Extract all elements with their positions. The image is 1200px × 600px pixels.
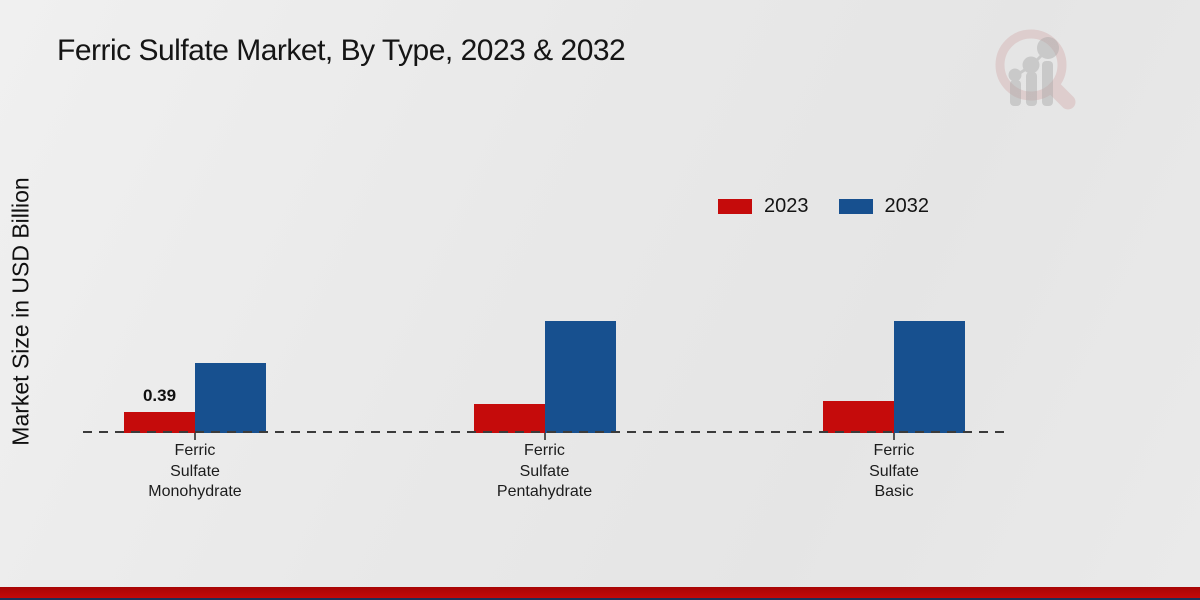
- bar-2032-3: [894, 321, 965, 433]
- legend-label-2032: 2032: [884, 195, 930, 217]
- x-axis-tick: [543, 433, 546, 440]
- magnifier-bar-chart-icon: [995, 29, 1076, 110]
- x-axis-tick: [893, 433, 895, 440]
- category-label: Ferric Sulfate Pentahydrate: [496, 442, 593, 500]
- bar-value-label: 0.39: [142, 386, 177, 405]
- legend-label-2023: 2023: [764, 195, 809, 217]
- bar-2023-2: [473, 404, 545, 433]
- brand-watermark-logo: [995, 25, 1090, 130]
- bar-2023-3: [823, 401, 894, 433]
- legend-item-2023: 2023: [718, 195, 809, 218]
- footer-navy-edge: [0, 598, 1200, 600]
- legend: 2023 2032: [718, 195, 929, 218]
- bar-2032-2: [544, 321, 616, 433]
- x-axis-baseline: [83, 431, 1005, 434]
- bar-2023-1: [124, 412, 195, 433]
- x-axis-tick: [194, 433, 196, 440]
- legend-item-2032: 2032: [838, 195, 930, 218]
- category-label: Ferric Sulfate Basic: [869, 442, 919, 500]
- chart-title: Ferric Sulfate Market, By Type, 2023 & 2…: [57, 34, 626, 67]
- category-label: Ferric Sulfate Monohydrate: [148, 442, 242, 500]
- y-axis-label: Market Size in USD Billion: [7, 177, 34, 446]
- legend-swatch-2023: [718, 199, 752, 214]
- footer-red-stripe: [0, 587, 1200, 598]
- bar-2032-1: [195, 363, 266, 433]
- legend-swatch-2032: [838, 199, 873, 214]
